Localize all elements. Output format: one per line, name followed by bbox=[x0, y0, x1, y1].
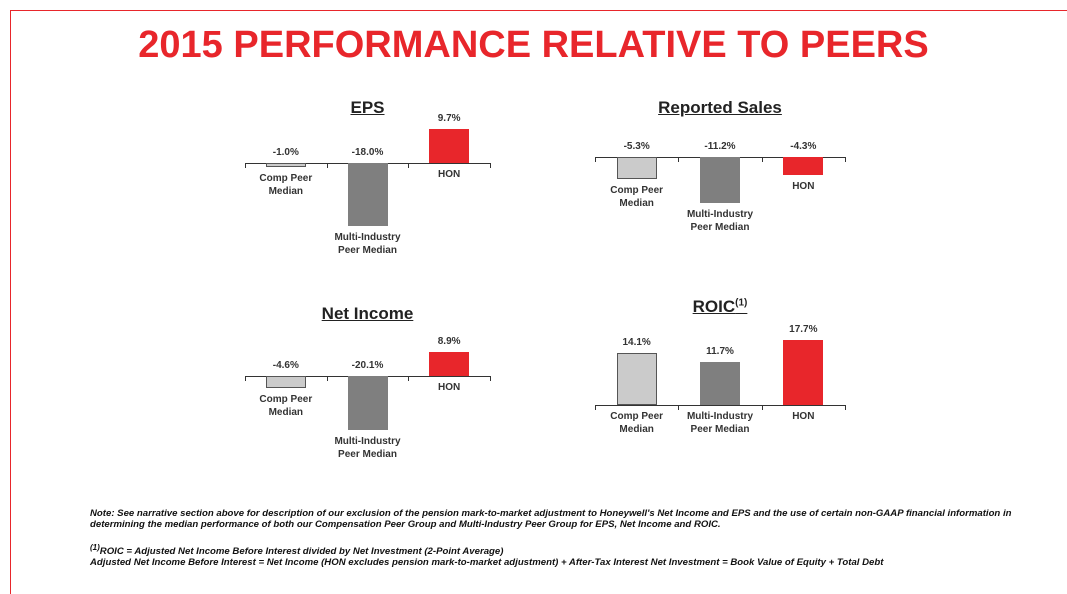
value-label: 9.7% bbox=[437, 113, 461, 125]
chart-title-text: EPS bbox=[350, 98, 385, 117]
value-label: -18.0% bbox=[351, 147, 384, 158]
footnote-marker: (1) bbox=[90, 543, 100, 552]
axis-tick bbox=[678, 405, 680, 410]
bar bbox=[347, 375, 388, 430]
axis bbox=[595, 405, 845, 406]
bar bbox=[700, 157, 740, 203]
value-label: 11.7% bbox=[706, 346, 734, 358]
footnote-text: ROIC = Adjusted Net Income Before Intere… bbox=[99, 546, 504, 558]
bar bbox=[429, 351, 470, 376]
bar bbox=[616, 157, 657, 179]
value-label: 8.9% bbox=[437, 335, 461, 347]
chart-title-note: (1) bbox=[735, 297, 748, 309]
category-label: Comp Peer Median bbox=[259, 172, 313, 197]
category-label: Comp Peer Median bbox=[610, 411, 664, 435]
axis-tick bbox=[408, 163, 410, 168]
value-label: -20.1% bbox=[351, 359, 384, 371]
category-label: HON bbox=[438, 381, 461, 393]
bar bbox=[265, 163, 306, 167]
footnote-2: Adjusted Net Income Before Interest = Ne… bbox=[90, 557, 884, 569]
axis-tick bbox=[678, 157, 680, 162]
frame bbox=[10, 10, 1067, 594]
chart-title: Net Income bbox=[243, 304, 493, 324]
value-label: -11.2% bbox=[704, 141, 736, 152]
category-label: Comp Peer Median bbox=[259, 394, 313, 419]
bar bbox=[265, 375, 306, 389]
note: Note: See narrative section above for de… bbox=[90, 508, 1012, 530]
bar bbox=[429, 129, 470, 163]
bar bbox=[700, 362, 740, 405]
axis-tick bbox=[595, 405, 596, 410]
axis-tick bbox=[326, 375, 328, 381]
chart-title-text: Reported Sales bbox=[658, 98, 782, 117]
axis-tick bbox=[845, 157, 846, 162]
value-label: -4.3% bbox=[790, 141, 817, 152]
axis-tick bbox=[326, 163, 328, 168]
value-label: -4.6% bbox=[272, 359, 299, 371]
axis-tick bbox=[595, 157, 596, 162]
category-label: Multi-Industry Peer Median bbox=[686, 411, 754, 435]
axis-tick bbox=[845, 405, 846, 410]
axis-tick bbox=[408, 375, 410, 381]
axis-tick bbox=[245, 163, 246, 168]
page-title: 2015 PERFORMANCE RELATIVE TO PEERS bbox=[138, 24, 929, 66]
axis-tick bbox=[490, 375, 491, 381]
bar bbox=[347, 163, 388, 226]
value-label: 17.7% bbox=[789, 324, 818, 336]
category-label: Multi-Industry Peer Median bbox=[686, 208, 754, 233]
axis-tick bbox=[761, 157, 763, 162]
category-label: HON bbox=[792, 411, 815, 422]
bar bbox=[783, 340, 824, 405]
chart-title-text: ROIC bbox=[692, 297, 736, 316]
footnote: (1)ROIC = Adjusted Net Income Before Int… bbox=[90, 542, 1050, 557]
notes: Note: See narrative section above for de… bbox=[90, 508, 1050, 568]
value-label: -1.0% bbox=[272, 147, 299, 158]
chart-title: ROIC(1) bbox=[595, 297, 845, 317]
category-label: Multi-Industry Peer Median bbox=[334, 232, 401, 256]
category-label: Multi-Industry Peer Median bbox=[334, 435, 401, 460]
chart-title-text: Net Income bbox=[321, 304, 414, 323]
axis-tick bbox=[490, 163, 491, 168]
chart-title: Reported Sales bbox=[595, 98, 845, 118]
category-label: HON bbox=[792, 180, 815, 192]
value-label: -5.3% bbox=[623, 141, 650, 152]
axis-tick bbox=[761, 405, 763, 410]
category-label: Comp Peer Median bbox=[610, 184, 664, 209]
value-label: 14.1% bbox=[622, 337, 651, 349]
axis-tick bbox=[245, 375, 246, 381]
bar bbox=[783, 157, 824, 175]
category-label: HON bbox=[438, 169, 461, 180]
chart-title: EPS bbox=[243, 98, 493, 118]
bar bbox=[616, 353, 657, 405]
